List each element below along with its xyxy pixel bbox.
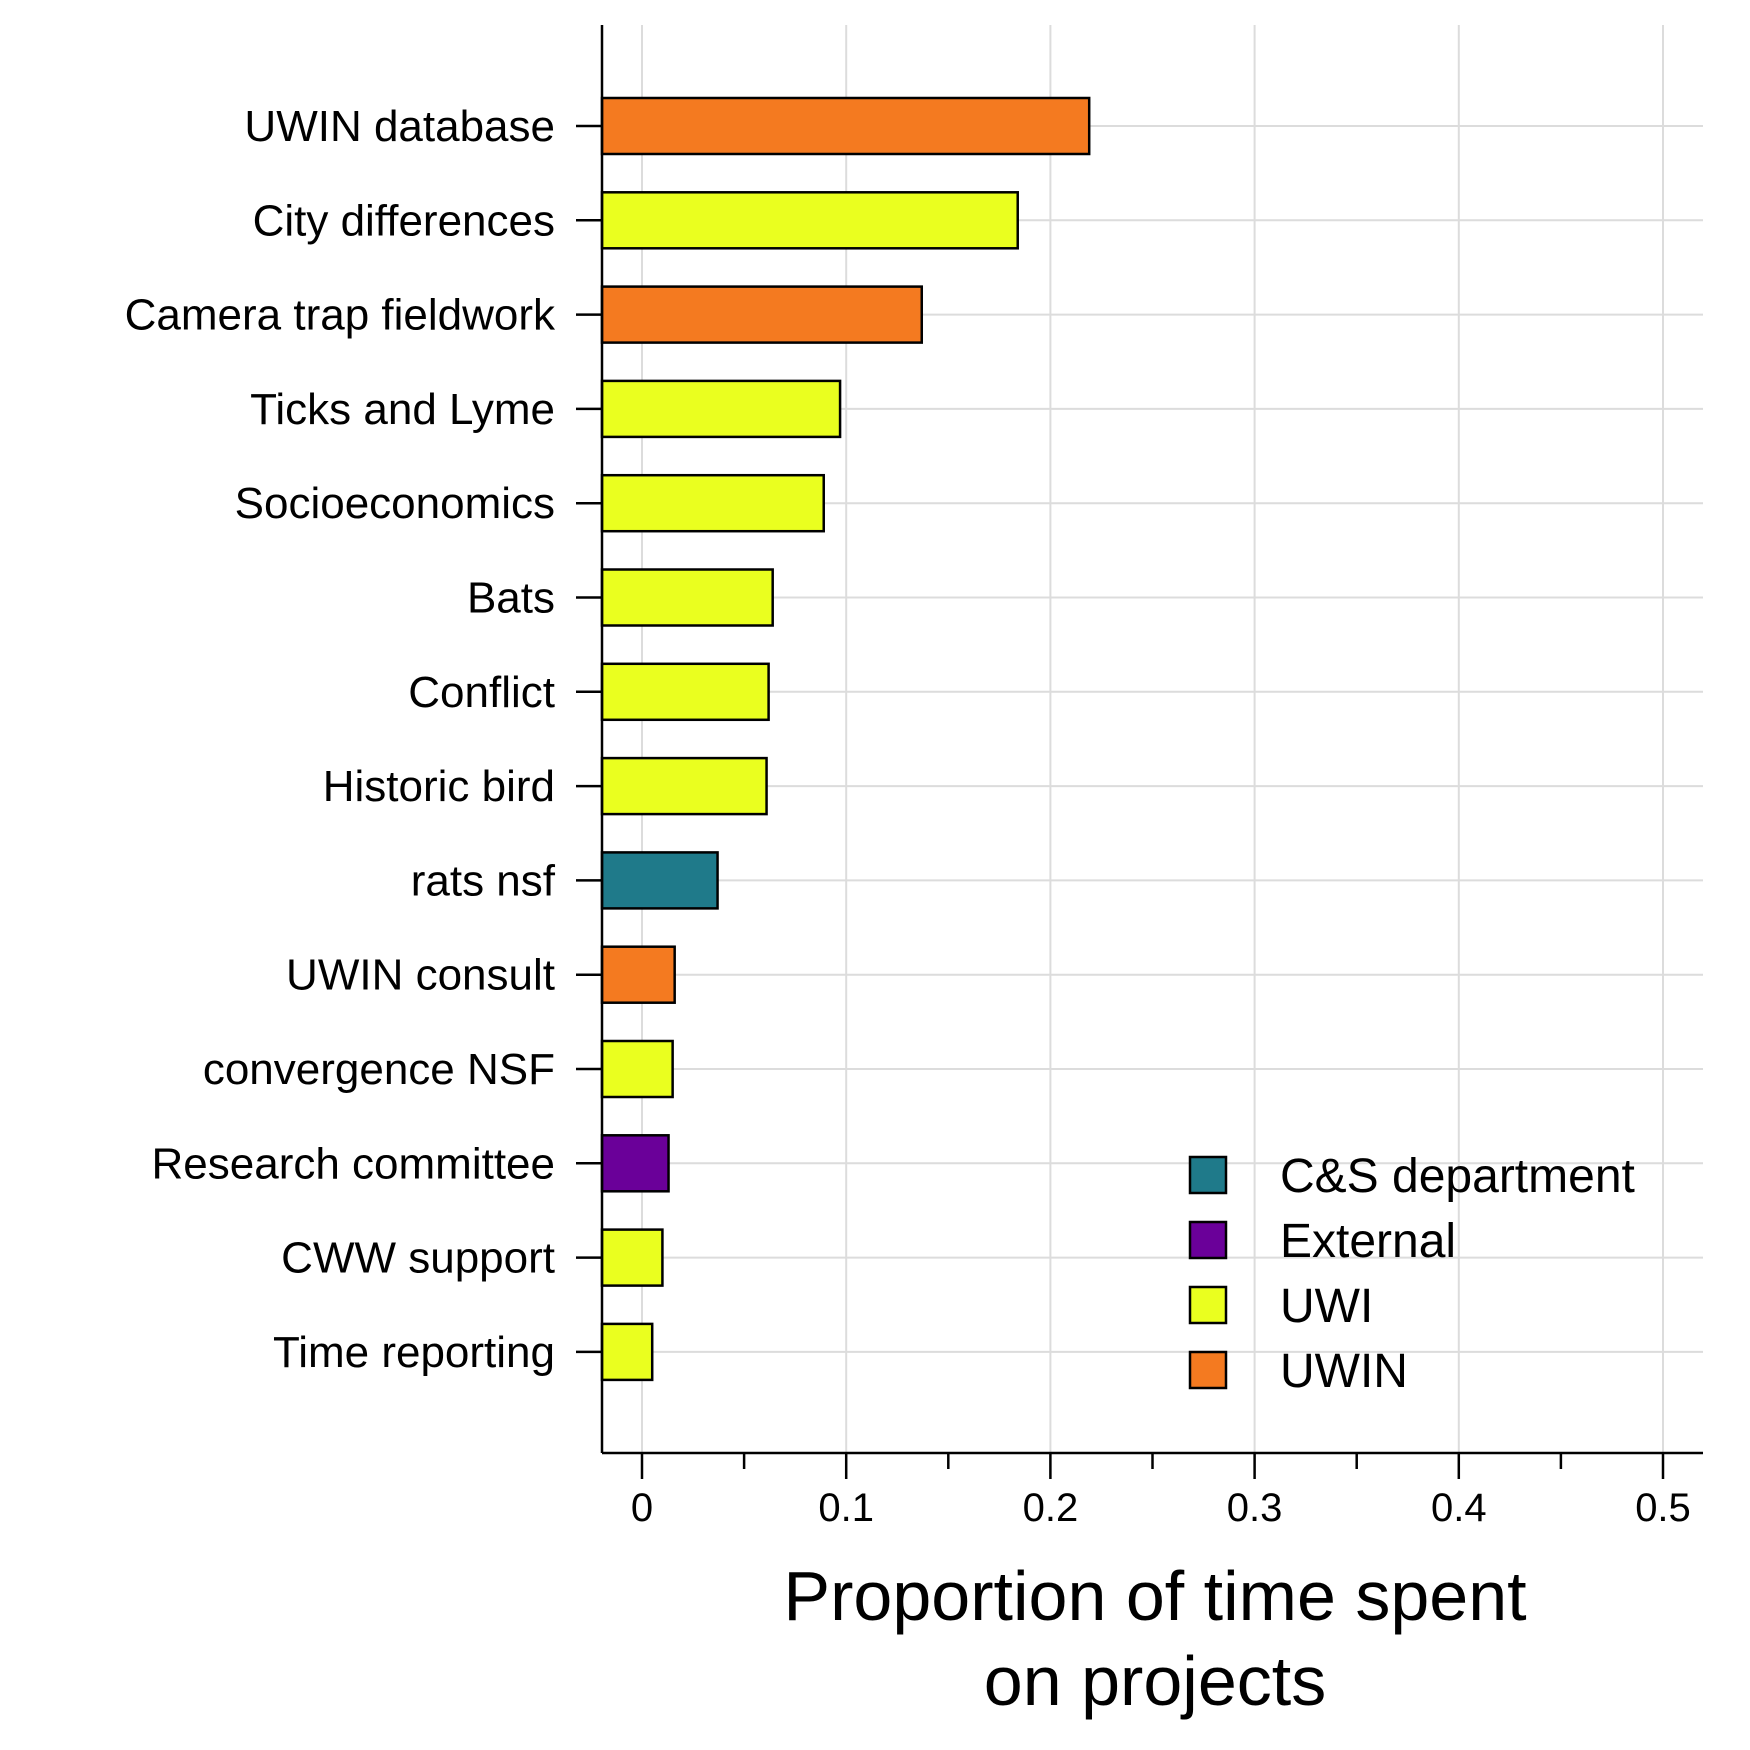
bar: [600, 568, 774, 627]
bar: [600, 851, 719, 910]
axes: [576, 25, 1703, 1479]
bar: [600, 96, 1091, 156]
category-label: Ticks and Lyme: [250, 385, 555, 434]
legend-swatch: [1188, 1350, 1228, 1390]
category-label: Historic bird: [323, 762, 555, 811]
legend-label: C&S department: [1280, 1150, 1635, 1203]
legend-swatch: [1188, 1220, 1228, 1260]
bar: [600, 473, 825, 533]
bar: [600, 1039, 674, 1099]
legend-label: UWI: [1280, 1280, 1373, 1333]
category-label: UWIN database: [244, 102, 555, 151]
legend-swatch: [1188, 1285, 1228, 1325]
bars: [600, 96, 1091, 1382]
x-tick-label: 0.5: [1635, 1486, 1691, 1530]
bar: [600, 662, 770, 722]
bar: [600, 756, 768, 816]
x-tick-label: 0.2: [1023, 1486, 1079, 1530]
category-label: Time reporting: [273, 1328, 555, 1377]
x-axis-title-line-1: Proportion of time spent: [783, 1557, 1526, 1635]
category-label: Bats: [467, 574, 555, 623]
x-tick-label: 0.1: [818, 1486, 874, 1530]
category-label: Research committee: [152, 1139, 555, 1188]
bar: [600, 945, 676, 1004]
category-label: convergence NSF: [203, 1045, 555, 1094]
x-tick-label: 0.3: [1227, 1486, 1283, 1530]
category-labels: UWIN database City differences Camera trap…: [125, 102, 556, 1377]
category-label: Camera trap fieldwork: [125, 291, 556, 340]
legend: C&S department External UWI UWIN: [1188, 1150, 1635, 1398]
x-tick-label: 0.4: [1431, 1486, 1487, 1530]
legend-swatch: [1188, 1155, 1228, 1195]
bar: [600, 379, 842, 439]
bar: [600, 1228, 664, 1287]
x-tick-labels: 0 0.1 0.2 0.3 0.4 0.5: [631, 1486, 1691, 1530]
category-label: Conflict: [408, 668, 555, 717]
category-label: UWIN consult: [286, 951, 555, 1000]
category-label: CWW support: [281, 1234, 555, 1283]
x-axis-title-line-2: on projects: [984, 1642, 1326, 1720]
bar: [600, 191, 1019, 250]
bar: [600, 1322, 654, 1382]
category-label: Socioeconomics: [235, 479, 555, 528]
bar: [600, 285, 924, 344]
bar: [600, 1134, 670, 1193]
legend-label: External: [1280, 1215, 1456, 1268]
x-tick-label: 0: [631, 1486, 653, 1530]
legend-label: UWIN: [1280, 1345, 1408, 1398]
category-label: City differences: [253, 196, 555, 245]
category-label: rats nsf: [411, 856, 556, 905]
